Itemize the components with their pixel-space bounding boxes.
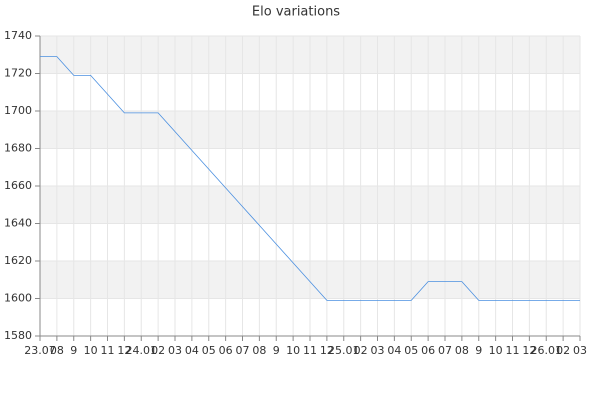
x-tick-label: 10	[489, 344, 503, 357]
x-tick-label: 9	[475, 344, 482, 357]
x-tick-label: 11	[303, 344, 317, 357]
x-tick-label: 02	[354, 344, 368, 357]
x-tick-label: 23.07	[24, 344, 56, 357]
x-tick-label: 03	[168, 344, 182, 357]
y-tick-label: 1660	[4, 179, 32, 192]
x-tick-label: 08	[50, 344, 64, 357]
x-tick-label: 11	[101, 344, 115, 357]
x-tick-label: 9	[70, 344, 77, 357]
x-tick-label: 05	[202, 344, 216, 357]
x-tick-label: 05	[404, 344, 418, 357]
x-tick-label: 11	[506, 344, 520, 357]
x-tick-label: 10	[286, 344, 300, 357]
x-tick-label: 10	[84, 344, 98, 357]
y-tick-label: 1600	[4, 292, 32, 305]
x-tick-label: 24.01	[126, 344, 158, 357]
y-tick-label: 1740	[4, 29, 32, 42]
x-tick-label: 03	[573, 344, 587, 357]
y-tick-label: 1680	[4, 142, 32, 155]
x-tick-label: 12	[320, 344, 334, 357]
x-tick-label: 12	[522, 344, 536, 357]
x-tick-label: 06	[421, 344, 435, 357]
y-tick-label: 1720	[4, 67, 32, 80]
x-tick-label: 07	[236, 344, 250, 357]
x-tick-label: 9	[273, 344, 280, 357]
x-tick-label: 25.01	[328, 344, 360, 357]
chart-title: Elo variations	[252, 5, 340, 20]
line-series	[40, 56, 580, 301]
x-tick-label: 04	[185, 344, 199, 357]
x-tick-label: 04	[387, 344, 401, 357]
x-tick-label: 08	[252, 344, 266, 357]
x-tick-label: 06	[219, 344, 233, 357]
x-tick-label: 02	[151, 344, 165, 357]
x-tick-label: 26.01	[531, 344, 563, 357]
x-tick-label: 02	[556, 344, 570, 357]
y-tick-label: 1620	[4, 254, 32, 267]
y-tick-label: 1640	[4, 217, 32, 230]
x-tick-label: 03	[371, 344, 385, 357]
x-tick-label: 12	[117, 344, 131, 357]
y-tick-label: 1580	[4, 329, 32, 342]
y-tick-label: 1700	[4, 104, 32, 117]
x-tick-label: 08	[455, 344, 469, 357]
x-tick-label: 07	[438, 344, 452, 357]
